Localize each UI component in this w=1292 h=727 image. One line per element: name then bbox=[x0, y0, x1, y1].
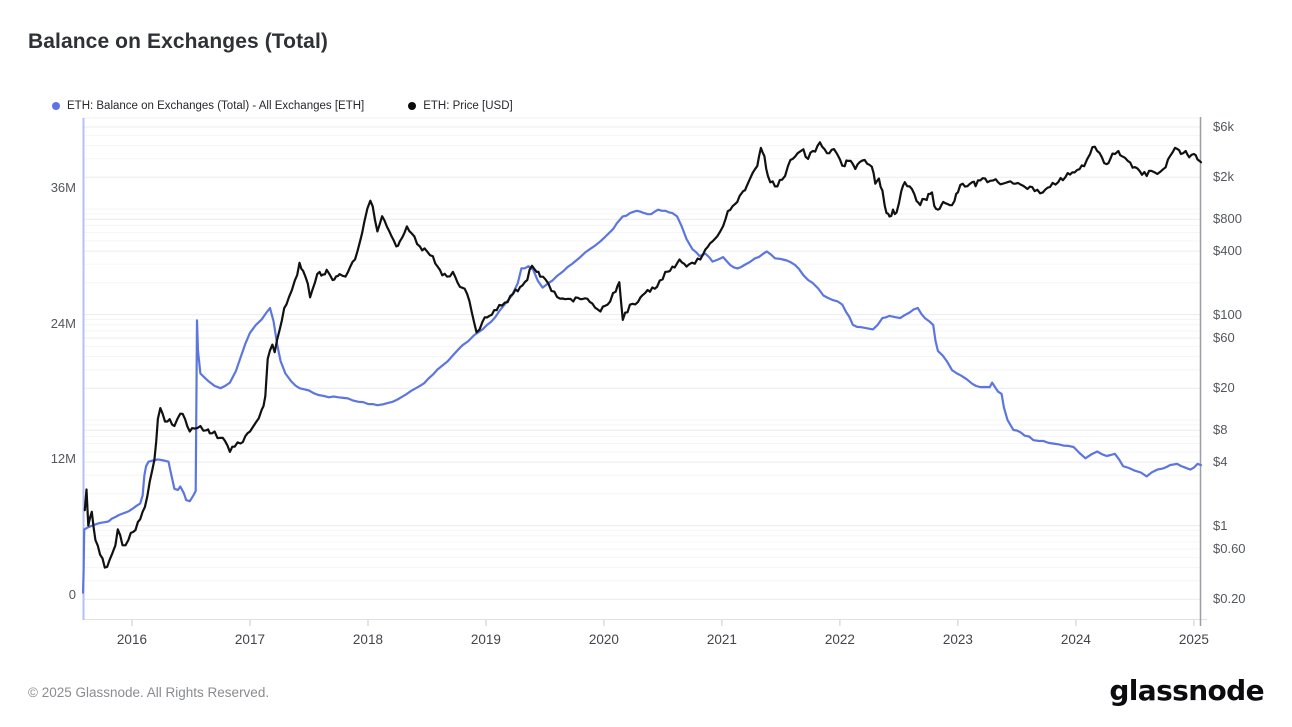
x-tick-label: 2016 bbox=[116, 632, 147, 647]
x-tick-label: 2017 bbox=[234, 632, 265, 647]
y-right-tick-label: $4 bbox=[1213, 454, 1228, 470]
y-right-tick-label: $20 bbox=[1213, 380, 1235, 396]
y-right-tick-label: $2k bbox=[1213, 169, 1234, 185]
y-right-tick-label: $6k bbox=[1213, 119, 1234, 134]
x-tick-label: 2019 bbox=[470, 632, 501, 647]
y-right-tick-label: $8 bbox=[1213, 422, 1228, 438]
legend-item-balance[interactable]: ETH: Balance on Exchanges (Total) - All … bbox=[52, 100, 364, 112]
y-right-tick-label: $400 bbox=[1213, 243, 1242, 259]
copyright-text: © 2025 Glassnode. All Rights Reserved. bbox=[28, 685, 270, 700]
x-tick-label: 2025 bbox=[1178, 632, 1209, 647]
price-series-dot-icon bbox=[408, 102, 417, 110]
balance-line-series bbox=[82, 208, 1202, 594]
page-title: Balance on Exchanges (Total) bbox=[28, 30, 328, 53]
y-right-tick-label: $800 bbox=[1213, 211, 1242, 227]
y-right-tick-label: $60 bbox=[1213, 330, 1235, 345]
y-right-tick-label: $0.20 bbox=[1213, 591, 1246, 607]
legend-item-price[interactable]: ETH: Price [USD] bbox=[408, 100, 513, 112]
legend-label-price: ETH: Price [USD] bbox=[423, 100, 513, 112]
x-tick-label: 2020 bbox=[588, 632, 619, 647]
x-tick-label: 2022 bbox=[824, 632, 855, 647]
y-right-tick-label: $100 bbox=[1213, 306, 1242, 322]
y-left-tick-label: 0 bbox=[68, 587, 76, 602]
y-left-tick-label: 36M bbox=[50, 180, 76, 196]
x-tick-label: 2024 bbox=[1060, 632, 1091, 647]
balance-series-dot-icon bbox=[52, 102, 60, 110]
y-right-tick-label: $1 bbox=[1213, 517, 1228, 533]
price-line-series bbox=[83, 141, 1202, 569]
glassnode-logo: glassnode bbox=[1109, 674, 1264, 707]
x-tick-label: 2023 bbox=[942, 632, 973, 647]
x-tick-label: 2021 bbox=[706, 632, 737, 647]
y-left-tick-label: 24M bbox=[50, 315, 76, 331]
y-right-tick-label: $0.60 bbox=[1213, 541, 1246, 556]
y-left-tick-label: 12M bbox=[50, 451, 76, 467]
legend-label-balance: ETH: Balance on Exchanges (Total) - All … bbox=[67, 100, 365, 112]
x-tick-label: 2018 bbox=[352, 632, 383, 647]
legend: ETH: Balance on Exchanges (Total) - All … bbox=[52, 100, 513, 112]
